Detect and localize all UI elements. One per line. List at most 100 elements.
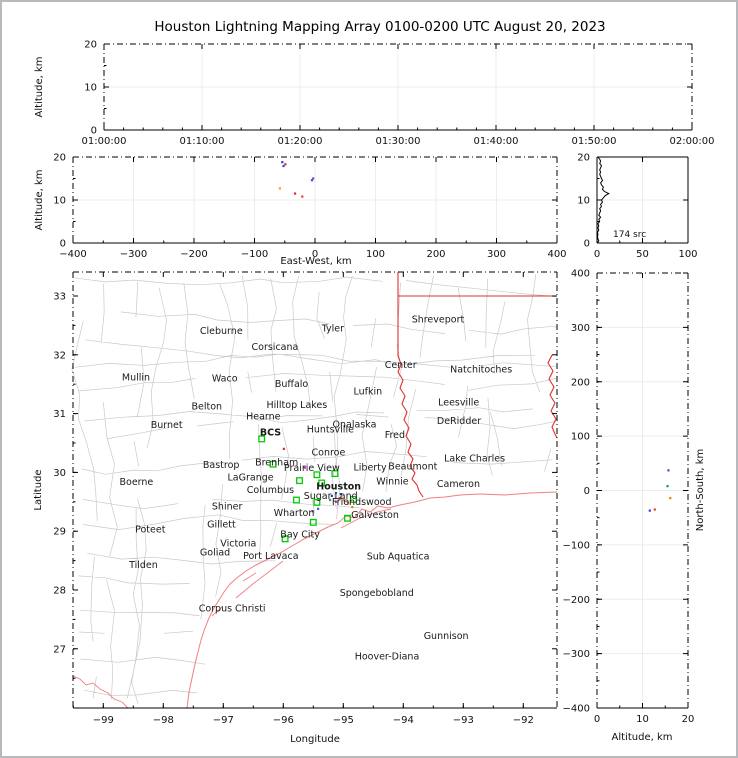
city-label: Sugar Land — [304, 491, 358, 502]
lma-station-marker — [258, 435, 266, 443]
source-point — [303, 466, 306, 469]
tick-label: −97 — [213, 715, 234, 726]
map-xlabel: Longitude — [290, 734, 340, 745]
city-label: Bay City — [280, 529, 320, 540]
city-label: Columbus — [247, 485, 294, 496]
tick-label: −93 — [453, 715, 474, 726]
tick-label: −98 — [153, 715, 174, 726]
source-point — [310, 179, 314, 182]
tick-label: −300 — [563, 649, 590, 660]
lma-station-marker — [350, 495, 357, 503]
source-point — [301, 195, 304, 198]
tick-label: 400 — [547, 249, 566, 260]
tick-label: 100 — [366, 249, 385, 260]
city-label: Liberty — [354, 462, 387, 473]
tick-label: 02:00:00 — [670, 136, 715, 147]
city-label: Buffalo — [275, 379, 309, 390]
city-label: Center — [385, 360, 417, 371]
tick-label: 33 — [53, 292, 66, 303]
tick-label: 20 — [577, 153, 590, 164]
city-label: Shreveport — [412, 315, 465, 326]
city-label: Tyler — [321, 324, 344, 335]
tick-label: 30 — [53, 468, 66, 479]
tick-label: 01:30:00 — [376, 136, 421, 147]
texas-louisiana-border — [397, 272, 558, 498]
city-label: Winnie — [376, 476, 409, 487]
city-label: Hoover-Diana — [355, 652, 420, 663]
rio-grande-border — [72, 675, 129, 709]
ns-panel-xlabel: Altitude, km — [612, 732, 673, 743]
source-point — [282, 447, 285, 450]
tick-label: 20 — [682, 714, 695, 725]
tick-label: 300 — [571, 323, 590, 334]
tick-label: −92 — [513, 715, 534, 726]
tick-label: 0 — [584, 486, 590, 497]
figure-title: Houston Lightning Mapping Array 0100-020… — [154, 19, 605, 35]
data-layer — [258, 156, 672, 543]
tick-label: −100 — [563, 540, 590, 551]
tick-label: 01:50:00 — [572, 136, 617, 147]
city-label: Cleburne — [200, 326, 243, 337]
tick-label: −95 — [333, 715, 354, 726]
lma-station-marker — [269, 460, 277, 468]
map-base-layer — [71, 272, 558, 709]
city-label: Gillett — [207, 519, 236, 530]
city-label: Gunnison — [424, 631, 469, 642]
city-label: Burnet — [151, 420, 183, 431]
tick-label: 200 — [426, 249, 445, 260]
map-ylabel: Latitude — [33, 469, 44, 510]
tick-label: 50 — [636, 249, 649, 260]
city-label: Spongebobland — [340, 588, 414, 599]
tick-label: 10 — [84, 83, 97, 94]
lma-station-marker — [281, 535, 289, 543]
tick-label: 0 — [594, 714, 600, 725]
city-label: Onalaska — [333, 419, 377, 430]
source-point — [338, 497, 341, 500]
source-point — [666, 485, 669, 488]
city-label: Hilltop Lakes — [267, 400, 328, 411]
lma-station-marker — [296, 477, 303, 485]
ew-panel-xlabel: East-West, km — [280, 256, 351, 267]
tick-label: 100 — [678, 249, 697, 260]
source-point — [278, 187, 282, 190]
tick-labels-layer: 01:00:00 01:10:00 01:20:00 01:30:00 01:40:00… — [53, 40, 714, 727]
city-label: Galveston — [351, 510, 399, 521]
source-point — [669, 497, 672, 500]
tick-label: −200 — [180, 249, 207, 260]
tick-label: 0 — [312, 249, 318, 260]
tick-label: 0 — [584, 239, 590, 250]
city-label: Fred — [385, 430, 405, 441]
city-label: Victoria — [220, 539, 256, 550]
city-label: Conroe — [312, 448, 346, 459]
axis-ticks-layer — [72, 43, 693, 709]
lma-station-marker — [344, 514, 351, 522]
source-point — [317, 507, 320, 510]
tick-label: 0 — [594, 249, 600, 260]
county-boundaries — [71, 274, 557, 704]
barrier-islands — [211, 508, 392, 617]
tick-label: 10 — [636, 714, 649, 725]
city-label: Huntsville — [307, 425, 354, 436]
source-point — [335, 500, 338, 503]
tick-label: −200 — [563, 595, 590, 606]
source-point — [282, 164, 285, 168]
city-label: Goliad — [200, 548, 230, 559]
city-label: Natchitoches — [450, 365, 512, 376]
city-label: Cameron — [437, 479, 480, 490]
city-label: Poteet — [135, 525, 166, 536]
city-label: Shiner — [212, 502, 243, 513]
city-label: Corsicana — [252, 342, 299, 353]
source-point — [284, 163, 287, 166]
tick-label: −300 — [120, 249, 147, 260]
tick-label: 28 — [53, 586, 66, 597]
source-point — [667, 469, 670, 472]
tick-label: −96 — [273, 715, 294, 726]
tick-label: 20 — [84, 40, 97, 51]
tick-label: 27 — [53, 644, 66, 655]
tick-label: 400 — [571, 269, 590, 280]
lma-station-marker — [313, 471, 321, 479]
source-point — [351, 505, 354, 509]
tick-label: 10 — [577, 196, 590, 207]
source-point — [347, 501, 350, 505]
city-label: Brenham — [255, 458, 298, 469]
